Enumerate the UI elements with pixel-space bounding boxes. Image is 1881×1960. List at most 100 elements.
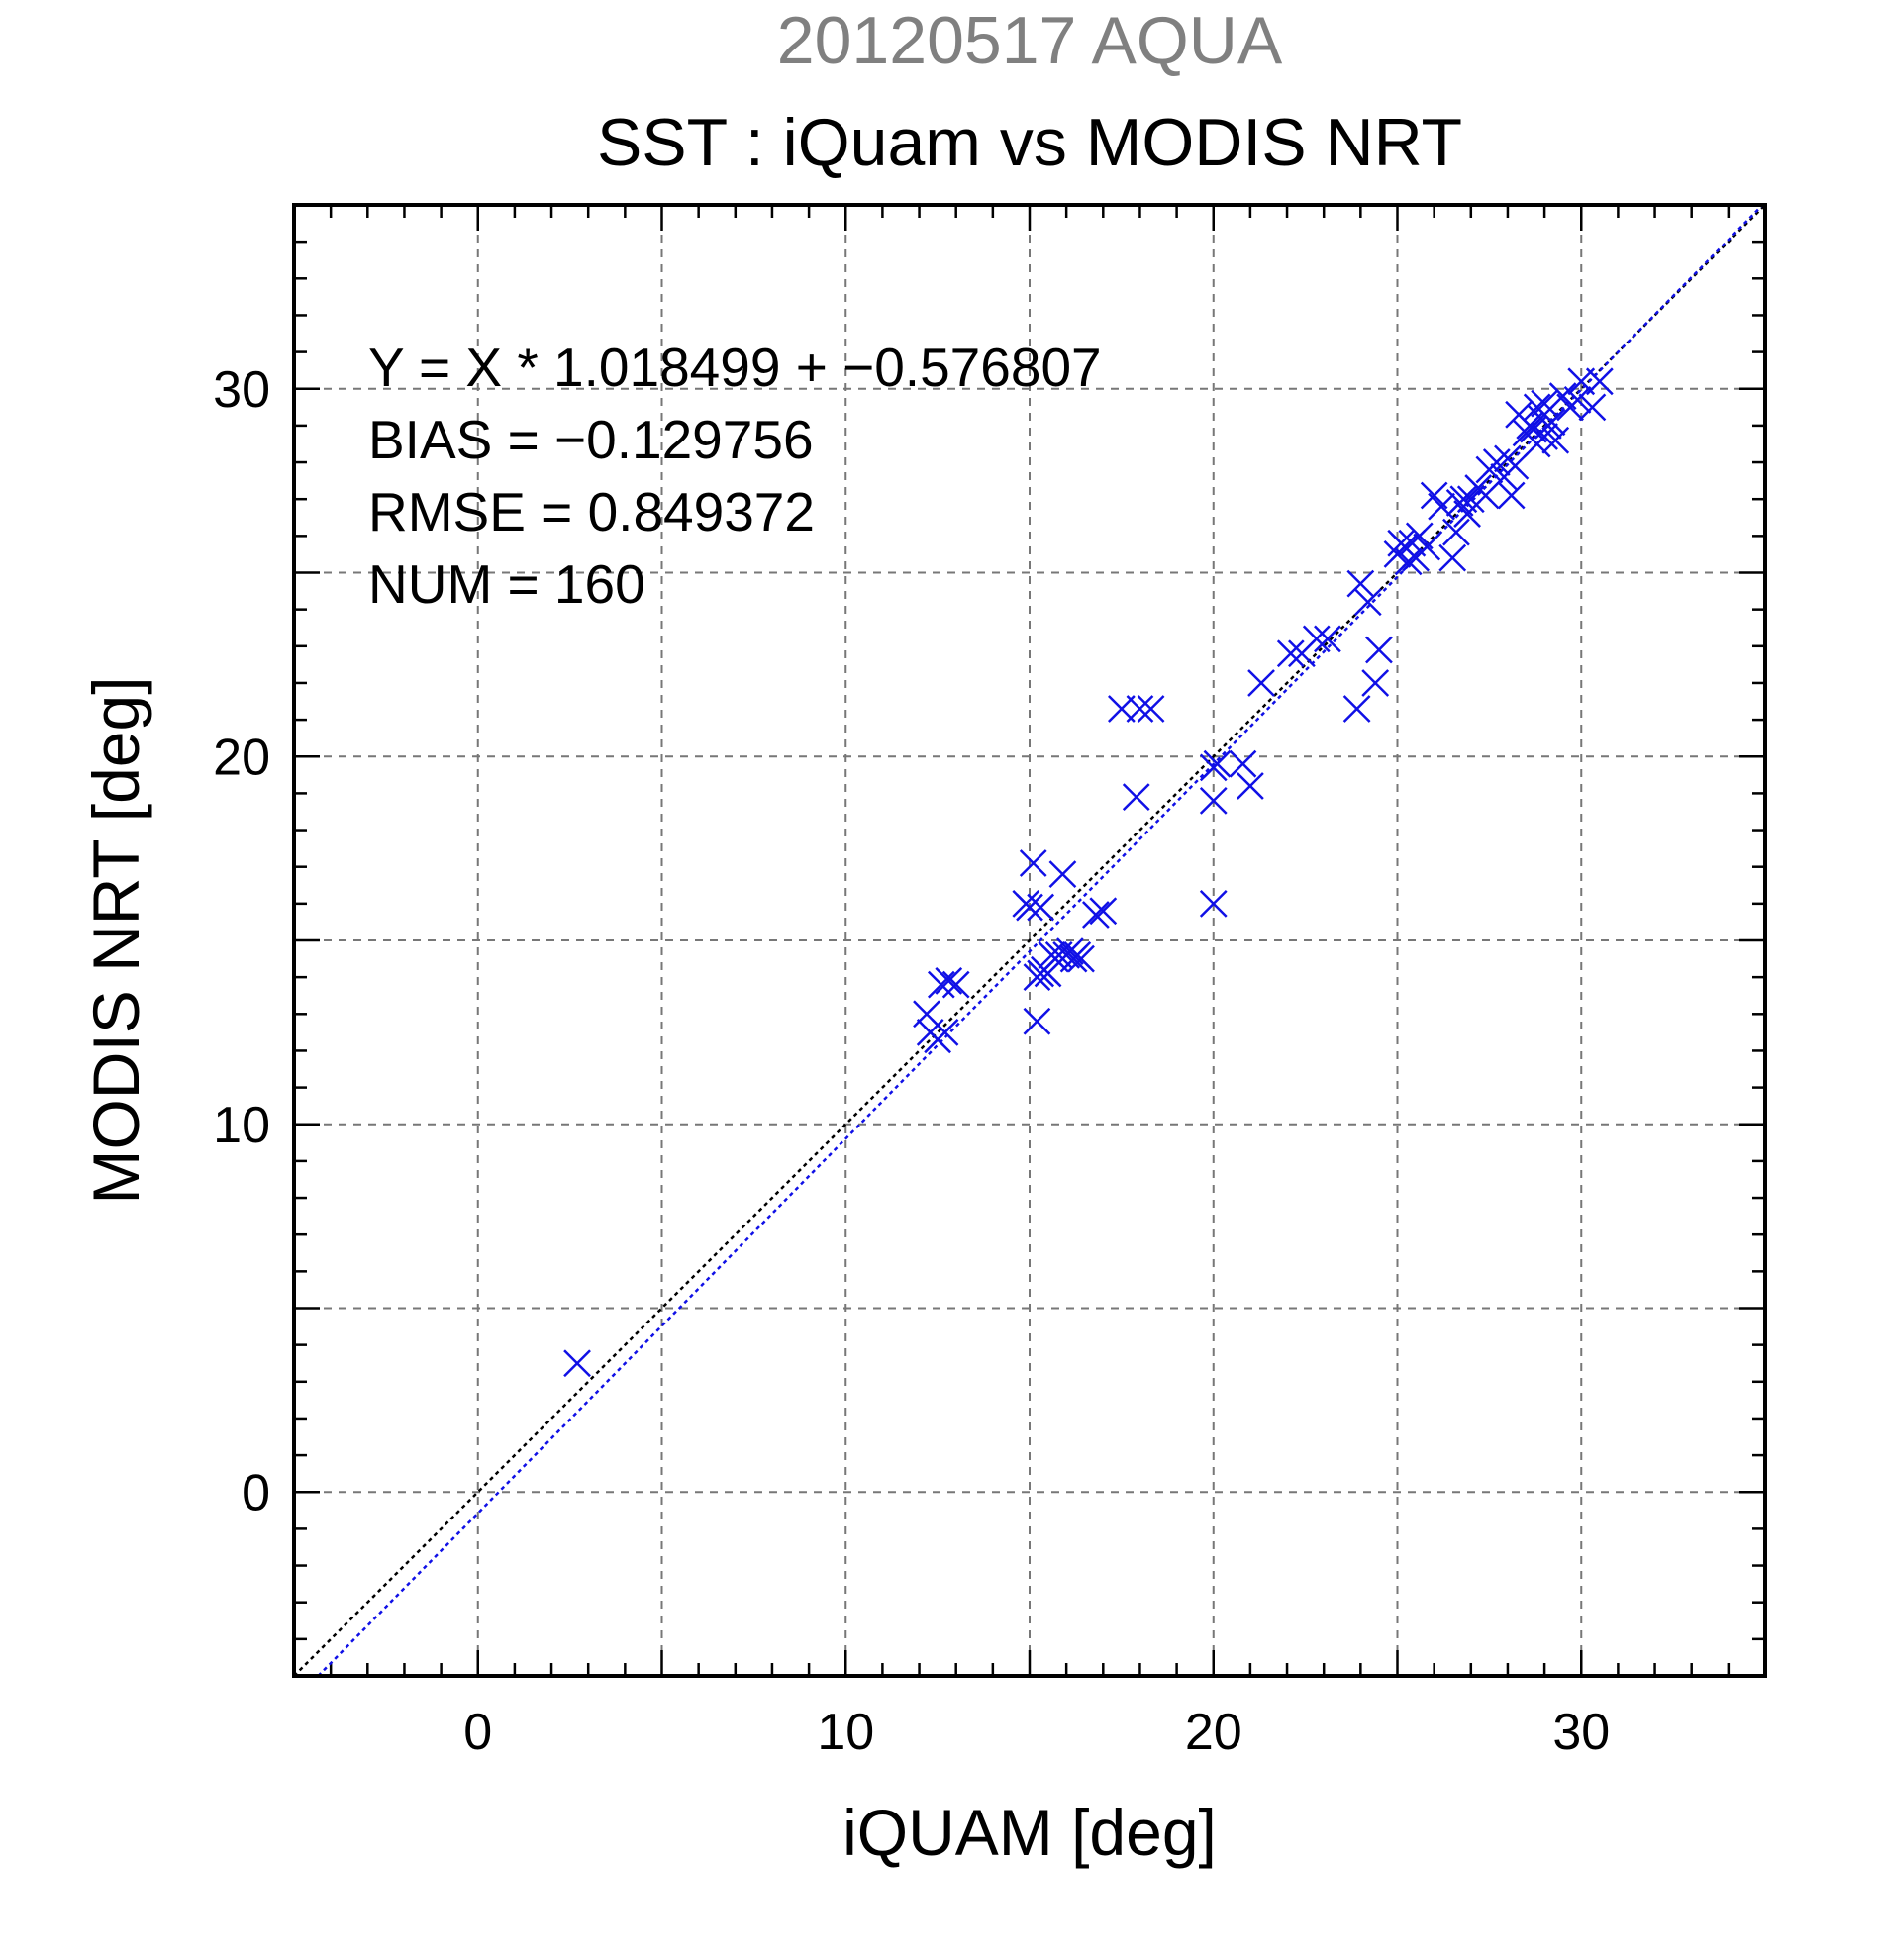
- data-point-stroke: [1541, 426, 1570, 454]
- data-point-stroke: [1420, 481, 1448, 510]
- data-point-stroke: [1365, 636, 1393, 664]
- data-point: [1314, 625, 1341, 653]
- data-point-stroke: [1438, 543, 1467, 572]
- data-point-stroke: [1394, 547, 1423, 576]
- data-point-stroke: [1081, 901, 1110, 929]
- data-point-stroke: [1055, 937, 1084, 966]
- data-point: [1346, 569, 1375, 598]
- data-point: [1531, 423, 1558, 450]
- data-point: [563, 1349, 591, 1378]
- axis-ticks: [292, 203, 1767, 1678]
- data-point: [1203, 749, 1232, 778]
- data-point-stroke: [1361, 669, 1390, 697]
- data-point-stroke: [1346, 569, 1375, 598]
- data-point: [1585, 367, 1614, 396]
- data-point: [1081, 901, 1110, 929]
- x-tick-labels: 0 10 20 30: [463, 1704, 1610, 1761]
- stats-line: RMSE = 0.849372: [368, 481, 815, 542]
- data-point-stroke: [1442, 518, 1470, 546]
- data-point: [1342, 695, 1371, 723]
- data-point-stroke: [1531, 389, 1558, 418]
- data-point: [1199, 786, 1228, 815]
- x-tick-label: 30: [1552, 1704, 1610, 1761]
- data-point-stroke: [1497, 481, 1526, 510]
- y-tick-labels: 0 10 20 30: [213, 361, 270, 1522]
- x-tick-label: 0: [463, 1704, 492, 1761]
- data-point-stroke: [935, 966, 963, 995]
- data-point-stroke: [1067, 944, 1095, 973]
- data-point-stroke: [941, 970, 970, 999]
- data-point: [1482, 448, 1511, 476]
- data-point-stroke: [1122, 783, 1150, 811]
- data-point: [1199, 889, 1228, 918]
- data-point: [1126, 695, 1154, 723]
- data-point: [1497, 481, 1526, 510]
- data-point-stroke: [1537, 408, 1566, 437]
- data-point-stroke: [1237, 772, 1264, 800]
- plot-frame: [292, 203, 1767, 1678]
- data-point: [1247, 669, 1275, 697]
- x-tick-label: 20: [1185, 1704, 1242, 1761]
- x-tick-label: 10: [817, 1704, 874, 1761]
- data-point: [1413, 533, 1441, 561]
- identity-line: [293, 204, 1766, 1677]
- data-point: [1541, 426, 1570, 454]
- data-point: [1237, 772, 1264, 800]
- data-point: [1122, 783, 1150, 811]
- data-point: [1302, 625, 1331, 653]
- data-point-stroke: [1048, 860, 1077, 889]
- data-point: [1048, 860, 1077, 889]
- data-point-stroke: [1247, 669, 1275, 697]
- data-point-stroke: [1523, 393, 1551, 422]
- stats-line: NUM = 160: [368, 553, 645, 615]
- data-point-stroke: [1089, 897, 1118, 926]
- data-point: [1365, 636, 1393, 664]
- stats-line: BIAS = −0.129756: [368, 409, 814, 470]
- data-point: [1428, 492, 1455, 521]
- data-point-stroke: [1548, 382, 1577, 411]
- data-point-stroke: [1501, 451, 1530, 480]
- data-point: [935, 966, 963, 995]
- data-point: [1137, 695, 1165, 723]
- reference-lines: [293, 204, 1766, 1677]
- data-point: [1016, 893, 1043, 922]
- data-point-stroke: [1019, 849, 1047, 877]
- data-point-stroke: [1229, 749, 1257, 778]
- data-point-stroke: [1016, 893, 1043, 922]
- data-point-stroke: [1199, 889, 1228, 918]
- data-point-stroke: [1302, 625, 1331, 653]
- data-point: [1067, 944, 1095, 973]
- data-point-stroke: [1563, 386, 1592, 414]
- data-point-stroke: [1405, 522, 1434, 550]
- data-point: [1442, 518, 1470, 546]
- data-point: [927, 970, 955, 999]
- data-point-stroke: [563, 1349, 591, 1378]
- x-axis-label: iQUAM [deg]: [842, 1796, 1217, 1869]
- data-point-stroke: [1482, 448, 1511, 476]
- data-point-stroke: [1027, 893, 1055, 922]
- chart-supertitle: 20120517 AQUA: [777, 3, 1283, 78]
- data-point: [1531, 389, 1558, 418]
- data-point: [1229, 749, 1257, 778]
- data-point: [1089, 897, 1118, 926]
- y-axis-label: MODIS NRT [deg]: [79, 676, 152, 1204]
- data-point-stroke: [1353, 588, 1382, 617]
- data-point: [1394, 547, 1423, 576]
- data-point-stroke: [927, 970, 955, 999]
- data-point: [1438, 543, 1467, 572]
- data-point: [1019, 849, 1047, 877]
- data-point: [1537, 408, 1566, 437]
- data-point-stroke: [1137, 695, 1165, 723]
- y-tick-label: 10: [213, 1097, 270, 1154]
- data-point: [1027, 893, 1055, 922]
- data-point: [1276, 639, 1305, 668]
- data-point-stroke: [1314, 625, 1341, 653]
- stats-annotation: Y = X * 1.018499 + −0.576807 BIAS = −0.12…: [368, 337, 1102, 615]
- data-point-stroke: [1428, 492, 1455, 521]
- data-point-stroke: [1342, 695, 1371, 723]
- data-point: [941, 970, 970, 999]
- data-point-stroke: [1413, 533, 1441, 561]
- data-point: [1578, 393, 1607, 422]
- y-tick-label: 20: [213, 729, 270, 786]
- data-point: [1353, 588, 1382, 617]
